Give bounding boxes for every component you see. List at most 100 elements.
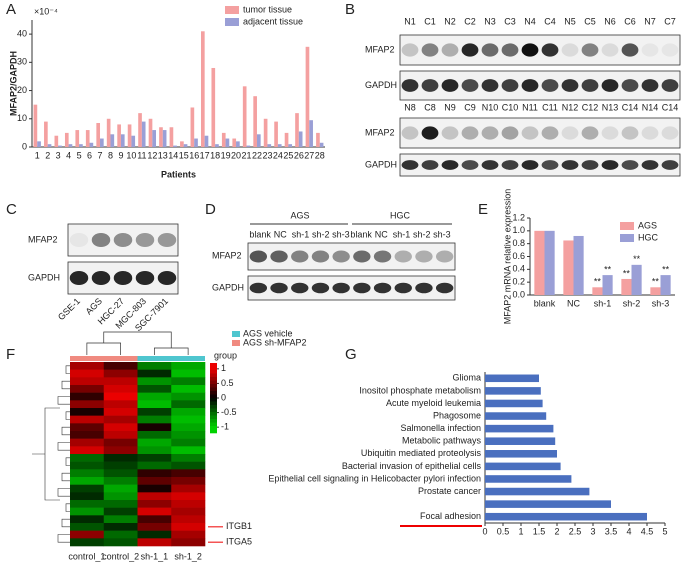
bar (211, 67, 216, 147)
category-label: Phagosome (433, 410, 481, 420)
column-label: control_2 (102, 551, 139, 561)
blot-band (332, 282, 350, 294)
x-tick-label: 1 (35, 150, 40, 160)
blot-band (621, 126, 639, 140)
heat-cell (70, 530, 105, 539)
blot-band (541, 160, 559, 170)
heat-cell (171, 530, 206, 539)
blot-band (291, 250, 309, 263)
panel-label: E (478, 201, 488, 218)
x-tick-label: 1.5 (533, 526, 546, 536)
blot-band (601, 79, 619, 92)
heat-cell (103, 438, 138, 447)
colorbar-cell (210, 408, 217, 413)
blot-band (561, 43, 579, 57)
y-unit: ×10⁻⁴ (34, 6, 58, 16)
x-tick-label: 19 (221, 150, 231, 160)
blot-band (521, 79, 539, 92)
x-tick-label: 14 (168, 150, 178, 160)
heat-cell (103, 492, 138, 501)
band-label: GAPDH (365, 80, 397, 90)
legend-swatch (232, 331, 240, 337)
x-tick-label: 2 (45, 150, 50, 160)
heat-cell (70, 431, 105, 439)
heat-cell (137, 507, 172, 516)
heat-cell (171, 408, 206, 416)
significance: ** (594, 277, 602, 287)
heat-cell (137, 515, 172, 524)
heat-cell (137, 461, 172, 470)
band-label: MFAP2 (28, 234, 58, 244)
heat-cell (171, 415, 206, 424)
x-tick-label: 16 (189, 150, 199, 160)
column-label: sh-1_2 (174, 551, 202, 561)
blot-band (113, 270, 133, 286)
colorbar-cell (210, 363, 217, 367)
bar (127, 124, 132, 147)
blot-band (401, 126, 419, 140)
blot-band (481, 43, 499, 57)
legend-label: AGS (638, 220, 657, 230)
bar (256, 134, 261, 147)
x-tick-label: 24 (273, 150, 283, 160)
heat-cell (171, 538, 206, 547)
bar (200, 31, 205, 148)
bar (225, 138, 230, 147)
blot-band (521, 160, 539, 170)
blot-band (394, 282, 412, 294)
x-axis-label: Patients (161, 169, 196, 179)
lane-label: C6 (624, 16, 636, 26)
band-label: GAPDH (212, 282, 244, 292)
lane-label: C8 (424, 102, 436, 112)
colorbar-label: -1 (221, 422, 229, 432)
blot-band (157, 232, 177, 248)
colorbar-cell (210, 380, 217, 385)
colorbar-cell (210, 373, 217, 378)
significance: ** (604, 264, 612, 274)
heat-cell (103, 538, 138, 547)
bar (288, 144, 293, 147)
bar (274, 121, 278, 147)
y-axis-label: MFAP2/GAPDH (8, 51, 18, 116)
heat-cell (103, 369, 138, 378)
bar (485, 487, 590, 496)
heat-cell (103, 500, 138, 508)
heat-cell (137, 484, 172, 493)
bar (316, 132, 320, 147)
heat-cell (171, 515, 206, 524)
lane-label: C10 (502, 102, 519, 112)
category-label: Acute myeloid leukemia (386, 398, 481, 408)
heat-cell (137, 469, 172, 478)
blot-band (521, 43, 539, 57)
bar (138, 113, 142, 147)
blot-band (373, 282, 392, 294)
x-tick-label: 28 (315, 150, 325, 160)
lane-label: C11 (542, 102, 558, 112)
bar (183, 144, 188, 147)
legend-label: tumor tissue (243, 4, 292, 14)
group-strip (137, 356, 205, 361)
heat-cell (103, 523, 138, 531)
blot-band (421, 43, 439, 57)
heat-cell (103, 400, 138, 409)
heat-cell (171, 461, 206, 470)
column-label: control_1 (68, 551, 105, 561)
y-tick-label: 0.2 (512, 277, 525, 287)
heat-cell (171, 423, 206, 432)
x-tick-label: 0.5 (497, 526, 510, 536)
bar (485, 374, 539, 383)
heat-cell (103, 515, 138, 524)
blot-band (435, 250, 454, 263)
heat-cell (137, 477, 172, 485)
lane-label: N11 (522, 102, 538, 112)
blot-band (270, 250, 288, 263)
bar (309, 120, 313, 147)
x-tick-label: NC (567, 298, 580, 308)
blot-band (561, 79, 579, 92)
bar (232, 138, 237, 147)
bar (295, 113, 299, 147)
blot-band (621, 79, 639, 92)
heat-cell (103, 392, 138, 401)
heat-cell (137, 408, 172, 416)
column-dendrogram (86, 331, 189, 355)
